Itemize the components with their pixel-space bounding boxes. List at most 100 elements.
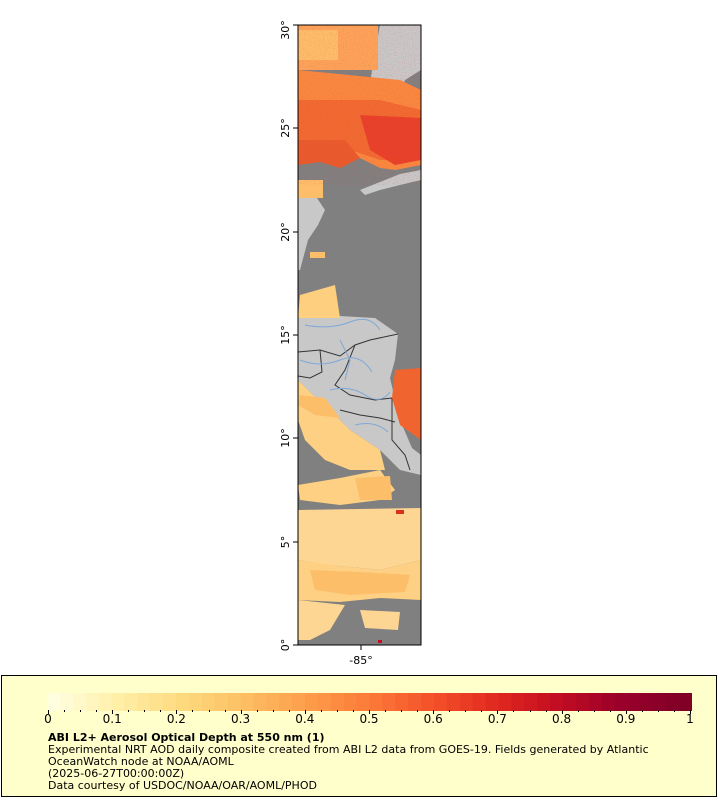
legend-credit: Data courtesy of USDOC/NOAA/OAR/AOML/PHO… bbox=[48, 779, 317, 792]
colorbar-tick-label: 1 bbox=[686, 712, 694, 726]
colorbar-swatch bbox=[240, 693, 254, 711]
colorbar-swatch bbox=[150, 693, 164, 711]
colorbar-tick-label: 0.3 bbox=[231, 712, 251, 726]
aod-hotspot bbox=[378, 640, 382, 643]
colorbar-tick-label: 0.4 bbox=[295, 712, 315, 726]
colorbar-minor-tick bbox=[577, 710, 579, 712]
colorbar-minor-tick bbox=[529, 710, 531, 712]
lat-tick-label: 5° bbox=[279, 536, 292, 549]
colorbar-tick-label: 0.2 bbox=[166, 712, 186, 726]
colorbar-swatch bbox=[434, 693, 448, 711]
lat-tick-label: 15° bbox=[279, 325, 292, 345]
colorbar-swatch bbox=[588, 693, 603, 711]
colorbar-swatch bbox=[343, 693, 358, 711]
map-area bbox=[298, 25, 421, 645]
colorbar-minor-tick bbox=[401, 710, 403, 712]
colorbar-tick bbox=[112, 710, 114, 714]
colorbar-minor-tick bbox=[513, 710, 515, 712]
lat-tick-label: 20° bbox=[279, 222, 292, 242]
colorbar-tick bbox=[497, 710, 499, 714]
colorbar-swatch bbox=[575, 693, 590, 711]
colorbar-swatch bbox=[640, 693, 654, 711]
colorbar-tick-label: 0.7 bbox=[487, 712, 507, 726]
lat-tick-label: 10° bbox=[279, 428, 292, 448]
colorbar-swatch bbox=[305, 693, 319, 711]
colorbar-swatch bbox=[98, 693, 113, 711]
colorbar-minor-tick bbox=[96, 710, 98, 712]
colorbar-swatch bbox=[627, 693, 641, 711]
colorbar-swatch bbox=[292, 693, 306, 711]
colorbar-minor-tick bbox=[481, 710, 483, 712]
colorbar-swatch bbox=[498, 693, 512, 711]
colorbar-minor-tick bbox=[465, 710, 467, 712]
colorbar-swatch bbox=[188, 693, 203, 711]
colorbar-swatch bbox=[137, 693, 151, 711]
colorbar-swatch bbox=[356, 693, 371, 711]
rivers bbox=[299, 318, 391, 433]
colorbar-swatch bbox=[85, 693, 100, 711]
colorbar-swatch bbox=[382, 693, 396, 711]
colorbar-swatch bbox=[253, 693, 267, 711]
colorbar-swatch bbox=[408, 693, 422, 711]
colorbar-swatch bbox=[214, 693, 229, 711]
lat-tick-label: 30° bbox=[279, 20, 292, 40]
colorbar-tick bbox=[433, 710, 435, 714]
colorbar-swatch bbox=[563, 693, 577, 711]
colorbar-swatch bbox=[227, 693, 242, 711]
colorbar-swatch bbox=[279, 693, 293, 711]
colorbar-tick-label: 0.1 bbox=[102, 712, 122, 726]
colorbar-swatch bbox=[666, 693, 680, 711]
central-america-land bbox=[298, 316, 421, 475]
latitude-axis: 0° 5° 10° 15° 20° 25° 30° bbox=[279, 20, 298, 651]
colorbar bbox=[47, 693, 692, 711]
colorbar-swatch bbox=[679, 693, 692, 711]
colorbar-minor-tick bbox=[641, 710, 643, 712]
colorbar-minor-tick bbox=[288, 710, 290, 712]
colorbar-swatch bbox=[421, 693, 435, 711]
colorbar-swatch bbox=[601, 693, 616, 711]
colorbar-swatch bbox=[111, 693, 125, 711]
colorbar-swatch bbox=[176, 693, 190, 711]
colorbar-minor-tick bbox=[80, 710, 82, 712]
colorbar-minor-tick bbox=[160, 710, 162, 712]
colorbar-minor-tick bbox=[192, 710, 194, 712]
longitude-axis: -85° bbox=[349, 645, 373, 667]
colorbar-minor-tick bbox=[593, 710, 595, 712]
colorbar-minor-tick bbox=[144, 710, 146, 712]
colorbar-swatch bbox=[266, 693, 280, 711]
legend-timestamp: (2025-06-27T00:00:00Z) bbox=[48, 767, 185, 780]
lat-tick-label: 25° bbox=[279, 118, 292, 138]
lon-tick-label: -85° bbox=[349, 654, 372, 667]
colorbar-swatch bbox=[201, 693, 216, 711]
legend-title: ABI L2+ Aerosol Optical Depth at 550 nm … bbox=[48, 731, 325, 744]
colorbar-minor-tick bbox=[609, 710, 611, 712]
colorbar-swatch bbox=[369, 693, 383, 711]
colorbar-minor-tick bbox=[224, 710, 226, 712]
legend-description: OceanWatch node at NOAA/AOML bbox=[48, 755, 234, 768]
colorbar-swatch bbox=[163, 693, 177, 711]
colorbar-swatch bbox=[47, 693, 61, 711]
legend-text: ABI L2+ Aerosol Optical Depth at 550 nm … bbox=[48, 732, 688, 792]
yucatan-land bbox=[298, 195, 325, 270]
colorbar-swatch bbox=[537, 693, 551, 711]
colorbar-tick-label: 0 bbox=[44, 712, 52, 726]
legend-panel: 0 0.1 0.2 0.3 0.4 0.5 0.6 0.7 0.8 0.9 1 ABI L2+ Ae… bbox=[1, 675, 717, 797]
colorbar-swatch bbox=[472, 693, 487, 711]
legend-description: Experimental NRT AOD daily composite cre… bbox=[48, 743, 649, 756]
aod-speckle-texture bbox=[298, 25, 421, 185]
colorbar-tick bbox=[240, 710, 242, 714]
colorbar-minor-tick bbox=[385, 710, 387, 712]
colorbar-swatch bbox=[330, 693, 345, 711]
colorbar-swatch bbox=[614, 693, 629, 711]
colorbar-minor-tick bbox=[657, 710, 659, 712]
colorbar-tick bbox=[369, 710, 370, 714]
colorbar-minor-tick bbox=[272, 710, 274, 712]
colorbar-swatch bbox=[72, 693, 87, 711]
colorbar-minor-tick bbox=[128, 710, 130, 712]
colorbar-tick bbox=[561, 710, 563, 714]
colorbar-minor-tick bbox=[545, 710, 547, 712]
colorbar-tick bbox=[48, 710, 49, 714]
colorbar-swatch bbox=[653, 693, 667, 711]
colorbar-swatch bbox=[59, 693, 74, 711]
colorbar-swatch bbox=[395, 693, 409, 711]
